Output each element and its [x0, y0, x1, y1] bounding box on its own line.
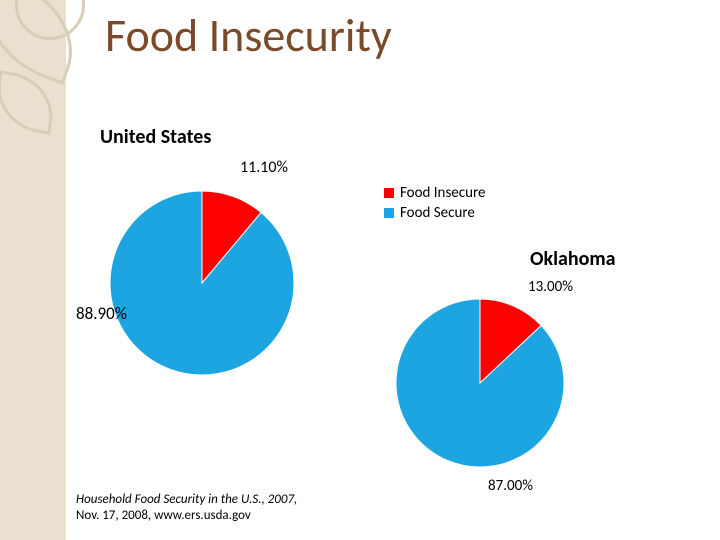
- pct-label-food-secure-ok: 87.00%: [488, 477, 533, 495]
- legend-item: Food Secure: [384, 204, 486, 222]
- footnote: Household Food Security in the U.S., 200…: [76, 492, 297, 525]
- footnote-italic: Household Food Security in the U.S., 200…: [76, 492, 297, 507]
- pie-chart-ok: [0, 0, 720, 540]
- pct-label-food-insecure-ok: 13.00%: [528, 278, 573, 296]
- legend: Food Insecure Food Secure: [384, 184, 486, 224]
- legend-label: Food Secure: [400, 204, 475, 222]
- legend-label: Food Insecure: [400, 184, 486, 202]
- legend-swatch-icon: [384, 188, 394, 198]
- legend-swatch-icon: [384, 208, 394, 218]
- footnote-rest: Nov. 17, 2008, www.ers.usda.gov: [76, 508, 251, 523]
- legend-item: Food Insecure: [384, 184, 486, 202]
